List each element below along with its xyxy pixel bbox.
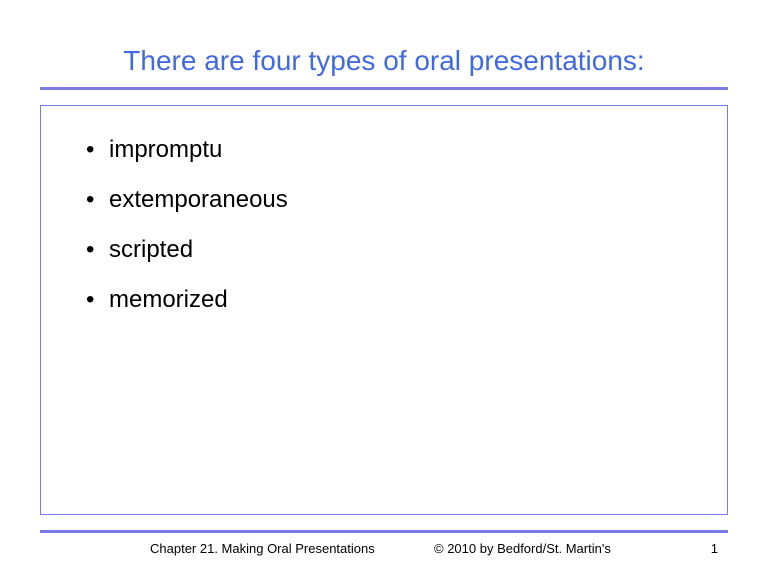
bullet-item: memorized (81, 286, 687, 314)
bullet-item: impromptu (81, 136, 687, 164)
slide-container: There are four types of oral presentatio… (0, 0, 768, 576)
bullet-item: extemporaneous (81, 186, 687, 214)
footer-copyright: © 2010 by Bedford/St. Martin's (394, 541, 678, 556)
footer-chapter: Chapter 21. Making Oral Presentations (50, 541, 394, 556)
slide-title: There are four types of oral presentatio… (40, 45, 728, 77)
footer: Chapter 21. Making Oral Presentations © … (40, 541, 728, 556)
bullet-item: scripted (81, 236, 687, 264)
content-box: impromptu extemporaneous scripted memori… (40, 105, 728, 515)
bullet-list: impromptu extemporaneous scripted memori… (81, 136, 687, 314)
footer-page-number: 1 (678, 541, 718, 556)
title-underline (40, 87, 728, 90)
footer-line (40, 530, 728, 533)
